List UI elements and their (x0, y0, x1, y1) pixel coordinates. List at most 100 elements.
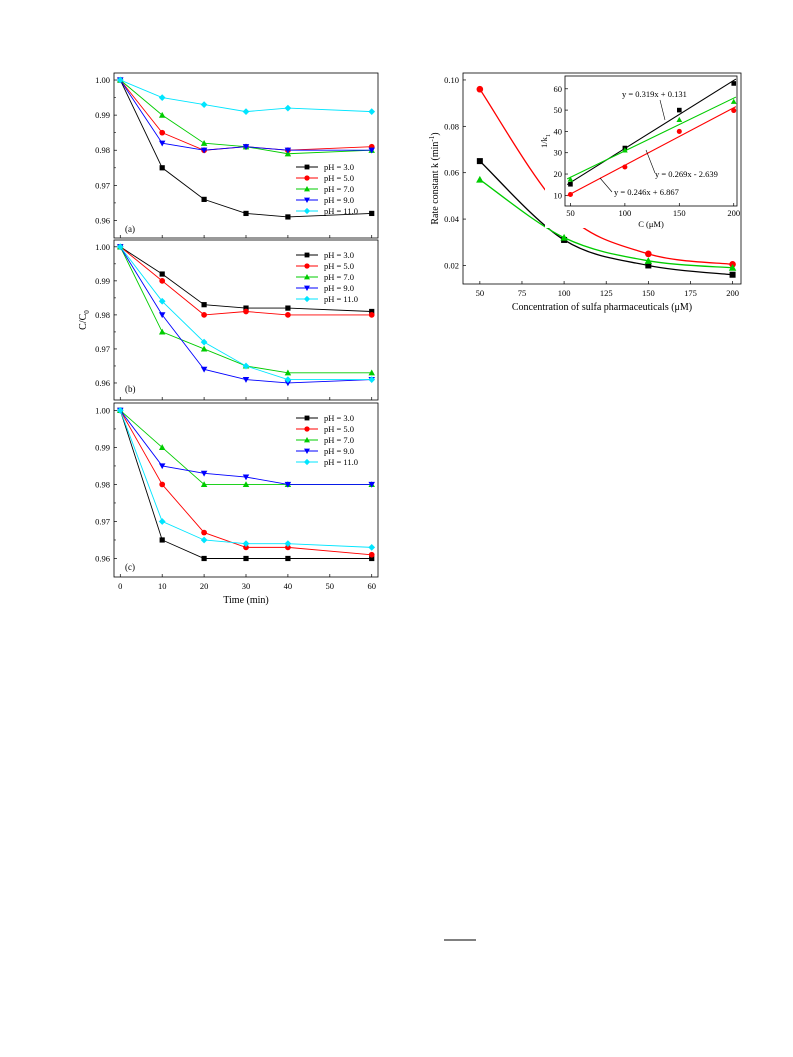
x-tick-label: 150 (642, 288, 655, 298)
y-tick-label: 0.97 (95, 180, 110, 190)
data-point (116, 76, 124, 84)
legend-marker (304, 186, 310, 192)
legend-label: pH = 7.0 (324, 272, 354, 282)
legend-label: pH = 9.0 (324, 446, 354, 456)
legend-marker (304, 448, 310, 454)
y-axis-title: Rate constant k (min-1) (428, 132, 441, 224)
data-point (201, 196, 207, 202)
x-tick-label: 60 (367, 581, 376, 591)
legend-marker (303, 207, 311, 215)
inset-x-tick-label: 100 (618, 208, 631, 218)
series-line-circle (119, 410, 372, 556)
data-point (201, 312, 207, 318)
y-tick-label: 0.97 (95, 516, 110, 526)
data-point (242, 474, 250, 481)
data-point (243, 210, 249, 217)
data-point (116, 407, 124, 414)
inset-y-tick-label: 20 (554, 169, 563, 179)
legend-label: pH = 11.0 (324, 294, 358, 304)
y-axis-title: C/C0 (78, 310, 91, 330)
data-point (200, 338, 208, 346)
series-line-triangle-down (119, 410, 372, 485)
data-point (285, 214, 291, 220)
legend-marker (304, 426, 310, 432)
data-point (159, 129, 166, 136)
y-tick-label: 0.98 (95, 145, 110, 155)
x-tick-label: 0 (118, 581, 122, 591)
data-point (368, 108, 376, 115)
equation-pointer (599, 177, 613, 193)
y-axis-title-text: C/C (78, 313, 89, 329)
y-tick-label: 1.00 (95, 405, 110, 415)
data-point (242, 481, 250, 488)
inset-data-point (676, 128, 682, 134)
inset-y-tick-label: 10 (554, 190, 563, 200)
legend-label: pH = 3.0 (324, 250, 354, 260)
data-point (158, 111, 166, 118)
inset-y-axis-title-subscript: 1 (546, 134, 552, 137)
inset-x-tick-label: 50 (566, 208, 575, 218)
legend-label: pH = 11.0 (324, 457, 358, 467)
legend-marker (304, 263, 310, 269)
data-point (242, 144, 250, 150)
y-axis-title-part: Rate constant k (min (430, 142, 441, 225)
fit-equation: y = 0.246x + 6.867 (614, 187, 679, 197)
legend-marker (304, 164, 310, 170)
series-line-triangle-up (119, 246, 372, 374)
y-tick-label: 0.96 (95, 215, 110, 225)
series-line-square (119, 79, 372, 218)
inset-x-axis-title: C (μM) (638, 219, 664, 229)
data-point (368, 481, 375, 488)
inset-y-tick-label: 30 (554, 148, 563, 158)
y-tick-label: 0.99 (95, 110, 110, 120)
legend-marker (304, 274, 310, 280)
fit-equation: y = 0.269x - 2.639 (655, 169, 718, 179)
data-point (158, 444, 166, 451)
data-point (200, 470, 208, 477)
inset-data-point (622, 164, 628, 170)
inset-data-point (677, 107, 682, 113)
data-point (476, 158, 483, 165)
data-point (159, 277, 166, 284)
legend-label: pH = 11.0 (324, 206, 358, 216)
y-tick-label: 0.99 (95, 442, 110, 452)
data-point (243, 308, 249, 315)
y-axis-title-subscript: 0 (83, 310, 91, 314)
data-point (285, 544, 291, 551)
data-point (645, 250, 652, 258)
data-point (158, 312, 166, 319)
data-point (158, 140, 166, 147)
legend-label: pH = 5.0 (324, 261, 354, 271)
inset-x-tick-label: 200 (727, 208, 740, 218)
y-tick-label: 0.98 (95, 479, 110, 489)
inset-y-tick-label: 40 (554, 126, 563, 136)
legend-marker (304, 415, 310, 421)
legend-label: pH = 5.0 (324, 173, 354, 183)
data-point (116, 243, 124, 251)
data-point (158, 463, 166, 470)
fit-curve-square (479, 160, 733, 276)
data-point (242, 540, 250, 548)
y-tick-label: 0.97 (95, 344, 110, 354)
y-tick-label: 0.96 (95, 553, 110, 563)
series-line-circle (120, 246, 372, 316)
data-point (645, 262, 652, 269)
panel-label: (c) (125, 562, 135, 572)
data-point (284, 369, 292, 376)
data-point (201, 529, 207, 536)
legend-label: pH = 3.0 (324, 162, 354, 172)
data-point (243, 555, 249, 562)
y-tick-label: 0.06 (444, 168, 459, 178)
inset-y-axis-title-text: 1/k (539, 136, 549, 148)
fit-curve-triangle-up (479, 179, 733, 269)
data-point (200, 101, 208, 108)
fit-curve-circle (479, 88, 733, 265)
data-point (644, 257, 653, 264)
data-point (158, 328, 166, 335)
legend-marker (304, 175, 310, 181)
data-point (200, 147, 208, 154)
x-axis-title: Time (min) (223, 595, 268, 606)
